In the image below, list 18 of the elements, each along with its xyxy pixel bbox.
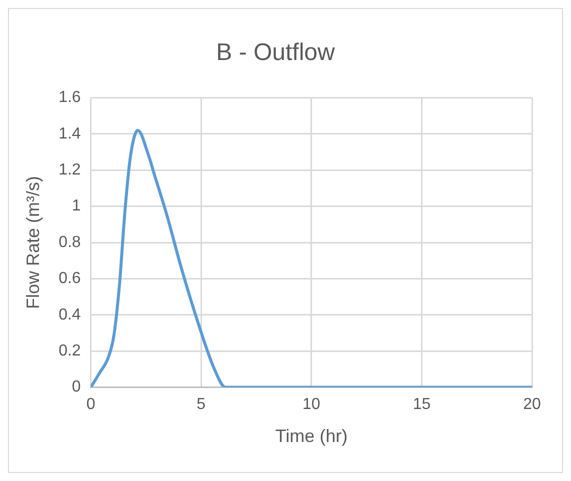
y-tick-label: 0.4 (58, 306, 81, 324)
y-tick-label: 0 (72, 378, 81, 396)
x-tick-label: 0 (86, 396, 96, 414)
x-tick-label: 10 (302, 396, 320, 414)
y-axis-title: Flow Rate (m³/s) (22, 176, 43, 310)
y-tick-label: 1.4 (58, 125, 81, 142)
y-tick-label: 0.6 (58, 270, 81, 288)
chart-title: B - Outflow (216, 39, 336, 66)
x-tick-label: 5 (196, 396, 206, 414)
y-tick-label: 0.8 (58, 234, 81, 251)
y-tick-label: 1 (72, 198, 81, 215)
y-tick-label: 1.2 (58, 162, 81, 179)
x-tick-label: 15 (412, 396, 431, 414)
x-tick-label: 20 (523, 396, 541, 414)
line-series (90, 128, 532, 388)
y-tick-label: 1.6 (58, 89, 81, 106)
x-axis-title: Time (hr) (275, 426, 348, 446)
y-tick-label: 0.2 (58, 342, 81, 360)
